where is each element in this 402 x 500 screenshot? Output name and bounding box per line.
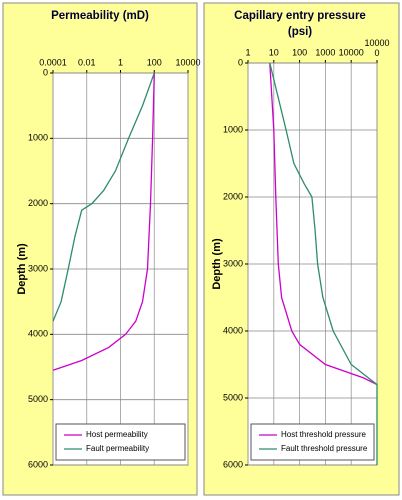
y-tick-label: 5000 [28,394,48,404]
y-tick-label: 1000 [223,124,243,134]
title-line: Capillary entry pressure [234,10,366,22]
y-axis-label: Depth (m) [211,238,223,290]
series-line [269,62,378,386]
y-tick-label: 6000 [223,459,243,469]
y-tick-label: 4000 [28,329,48,339]
tick-line: 10000 [364,38,389,48]
legend [55,423,186,461]
y-tick-label: 3000 [28,263,48,273]
x-tick-label: 100 [292,47,307,57]
y-tick-label: 1000 [28,133,48,143]
legend-label: Host permeability [86,430,148,439]
x-tick-label: 10 [269,47,279,57]
y-axis-label: Depth (m) [16,243,28,295]
chart-title: Permeability (mD) [51,10,149,22]
y-tick-label: 4000 [223,325,243,335]
chart-title: Capillary entry pressure (psi) [234,10,366,38]
legend-label: Host threshold pressure [281,430,366,439]
x-tick-label: 1 [245,47,250,57]
legend-label: Fault threshold pressure [281,444,368,453]
legend-label: Fault permeability [86,444,149,453]
x-tick-label: 10000 0 [364,38,389,58]
legend [250,423,375,461]
x-tick-label: 1000 [315,47,335,57]
series-line [269,62,378,465]
y-tick-label: 5000 [223,392,243,402]
tick-line: 0 [374,48,379,58]
y-tick-label: 0 [43,67,48,77]
x-tick-label: 10000 [175,57,200,67]
x-tick-label: 10000 [339,47,364,57]
y-tick-label: 2000 [223,191,243,201]
y-tick-label: 2000 [28,198,48,208]
y-tick-label: 6000 [28,459,48,469]
y-tick-label: 3000 [223,258,243,268]
x-tick-label: 1 [118,57,123,67]
title-line: (psi) [288,26,312,38]
x-tick-label: 0.01 [78,57,96,67]
x-tick-label: 0.0001 [39,57,67,67]
y-tick-label: 0 [238,57,243,67]
series-line [52,72,155,371]
x-tick-label: 100 [147,57,162,67]
series-line [52,72,155,322]
